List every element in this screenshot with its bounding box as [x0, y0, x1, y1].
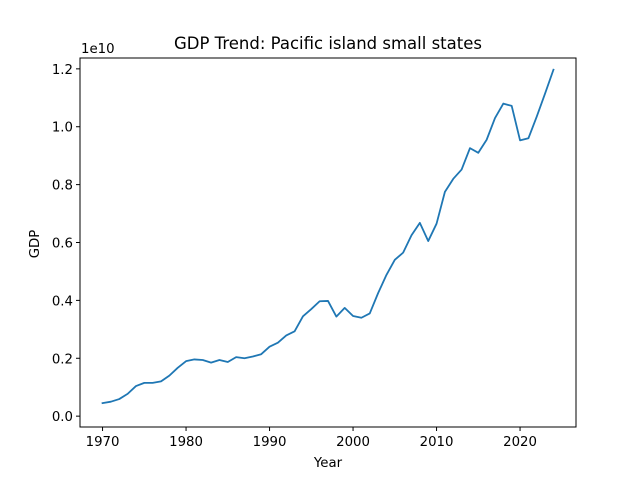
y-tick-label: 0.0	[52, 410, 73, 425]
x-tick-label: 2020	[503, 435, 537, 450]
y-axis-label: GDP	[28, 230, 43, 259]
y-offset-label: 1e10	[81, 42, 115, 57]
y-tick-label: 0.2	[52, 352, 73, 367]
plot-area: 1970 1980 1990 2000 2010 2020 0.0 0.2 0.4 0.6 0.8 1…	[52, 57, 577, 450]
x-tick-label: 1980	[169, 435, 203, 450]
y-tick-label: 0.6	[52, 237, 73, 252]
x-tick-label: 2010	[420, 435, 454, 450]
gdp-series-line	[101, 68, 555, 405]
y-tick-label: 1.0	[52, 121, 73, 136]
y-tick-label: 0.4	[52, 294, 73, 309]
y-tick-label: 0.8	[52, 179, 73, 194]
x-tick-label: 1970	[86, 435, 120, 450]
chart-title: GDP Trend: Pacific island small states	[174, 34, 482, 53]
axes-frame	[79, 57, 577, 428]
x-tick-label: 1990	[253, 435, 287, 450]
x-tick-label: 2000	[336, 435, 370, 450]
x-axis-label: Year	[313, 456, 343, 471]
y-tick-label: 1.2	[52, 63, 73, 78]
